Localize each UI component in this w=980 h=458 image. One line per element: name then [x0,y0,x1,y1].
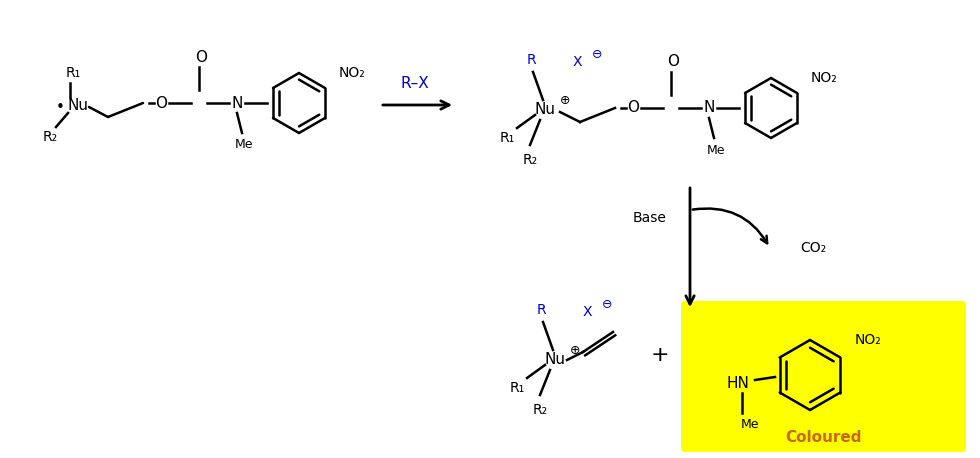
Text: CO₂: CO₂ [800,241,826,255]
Text: ⊕: ⊕ [560,93,570,107]
Text: N: N [231,96,243,110]
Text: X: X [582,305,592,319]
Text: ⊖: ⊖ [602,299,612,311]
Text: ⊕: ⊕ [569,344,580,356]
Text: R₁: R₁ [510,381,524,395]
Text: Nu: Nu [68,98,88,113]
Text: O: O [195,49,207,65]
Text: X: X [572,55,582,69]
FancyBboxPatch shape [681,301,966,452]
Text: R: R [526,53,536,67]
Text: NO₂: NO₂ [855,333,882,347]
Text: R₁: R₁ [66,66,80,80]
Text: ⊖: ⊖ [592,49,603,61]
Text: NO₂: NO₂ [811,71,838,85]
Text: R–X: R–X [401,76,429,91]
Text: R: R [536,303,546,317]
Text: R₂: R₂ [532,403,548,417]
Text: NO₂: NO₂ [339,66,366,80]
Text: O: O [627,100,639,115]
Text: R₂: R₂ [42,130,58,144]
Text: Me: Me [741,419,760,431]
Text: O: O [667,55,679,70]
Text: R₁: R₁ [500,131,514,145]
Text: •: • [56,99,65,114]
Text: Base: Base [633,211,667,225]
Text: Coloured: Coloured [785,431,861,446]
Text: HN: HN [726,376,750,391]
Text: O: O [155,96,167,110]
Text: N: N [704,100,714,115]
Text: Me: Me [707,143,725,157]
Text: +: + [651,345,669,365]
Text: R₂: R₂ [522,153,538,167]
Text: Me: Me [235,138,253,152]
Text: Nu: Nu [545,353,565,367]
Text: Nu: Nu [534,103,556,118]
